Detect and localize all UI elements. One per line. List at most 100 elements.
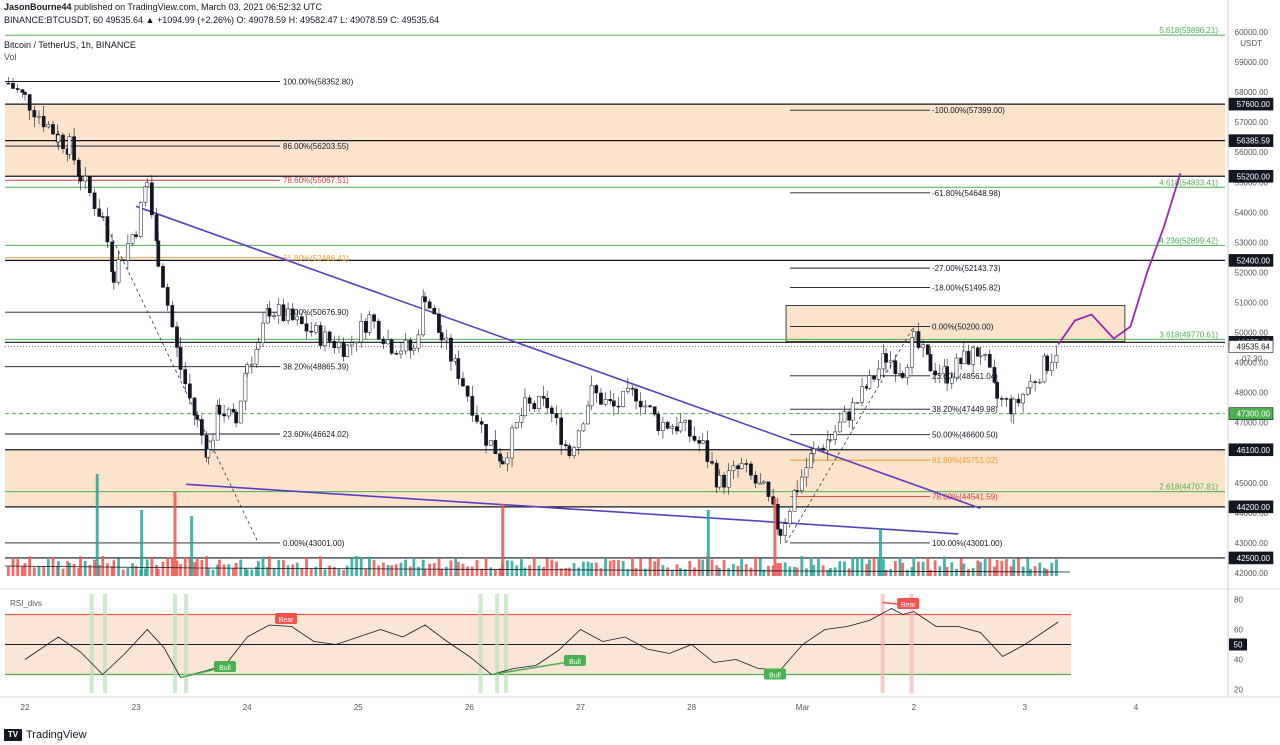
candle-body [736,465,740,470]
time-tick-label: 4 [1134,703,1139,712]
price-axis-badge [1228,407,1274,420]
candle-body [206,449,211,458]
price-tick-label: 53000.00 [1235,238,1269,247]
candle-body [855,402,860,404]
candle-body [966,350,971,365]
price-tick-label: 45000.00 [1235,479,1269,488]
rsi-tick-label: 20 [1234,686,1243,695]
volume-bar [489,567,493,576]
volume-bar [867,559,871,576]
candle-body [281,304,286,322]
fib-extension-label: 3.618(49770.61) [1159,330,1218,339]
volume-bar [926,556,930,576]
price-axis-badge-text: 49535.64 [1237,342,1271,351]
candle-body [386,339,390,345]
candle-body [532,403,537,410]
candle-body [809,453,813,469]
fib-right-label: 0.00%(50200.00) [932,323,994,332]
candle-body [23,92,27,95]
candle-body [1037,381,1042,384]
candle-body [178,347,183,370]
candle-body [100,216,105,218]
price-tick-label: 56000.00 [1235,148,1269,157]
candle-body [309,330,314,333]
volume-bar [639,558,643,576]
candle-body [758,482,763,485]
volume-bar [542,567,546,576]
volume-bar [368,556,371,576]
candle-body [121,259,126,261]
volume-bar [905,569,909,576]
volume-bar [943,556,946,576]
volume-bar [295,562,299,576]
price-axis-badge-text: 44200.00 [1237,503,1271,512]
volume-bar [993,566,996,576]
candle-body [337,342,341,349]
volume-bar [855,557,859,576]
symbol-title: Bitcoin / TetherUS, 1h, BINANCE [4,40,136,50]
volume-bar [328,565,332,576]
candle-body [421,296,426,336]
candle-body [88,175,92,194]
candle-body [493,440,498,455]
fib-right-label: 61.80%(45751.02) [932,456,998,465]
publish-header: JasonBourne44 published on TradingView.c… [4,2,322,12]
candle-body [787,510,792,524]
volume-bar [643,568,647,576]
volume-bar [42,566,46,576]
volume-bar [305,557,308,576]
candle-body [97,208,102,217]
volume-bar [670,569,674,576]
volume-bar [776,563,780,576]
volume-bar [851,557,855,576]
candle-body [594,385,599,394]
candle-body [921,344,925,348]
volume-bar [150,556,154,576]
volume-ma-line [4,565,1071,573]
candle-body [200,419,204,436]
volume-bar [1009,566,1013,576]
candle-body [195,415,200,420]
candle-body [403,339,408,352]
volume-bar [1017,558,1020,576]
rsi-tag [275,613,298,624]
candle-body [112,271,116,283]
volume-bar [740,559,743,576]
fib-extension-label: 5.618(59896.21) [1159,26,1218,35]
volume-bar [134,565,138,576]
candle-body [134,234,138,237]
price-axis-badge [1228,169,1274,183]
candle-body [983,354,987,356]
volume-bar [423,569,427,576]
volume-bar [800,556,804,576]
fib-left-label: 0.00%(43001.00) [283,539,345,548]
volume-bar [519,559,523,576]
time-tick-label: 22 [21,703,30,712]
candle-body [381,338,386,345]
candle-body [488,440,493,446]
candle-body [675,426,679,432]
volume-bar [793,567,796,576]
candle-body [41,115,46,128]
volume-bar [1005,559,1008,576]
volume-bar [1012,559,1016,576]
volume-bar [1021,566,1025,576]
candle-body [1025,387,1030,395]
candle-body [145,182,150,188]
volume-bar [140,510,144,576]
volume-bar [983,557,987,576]
volume-bar [337,568,341,576]
candle-body [78,176,83,182]
volume-bar [679,567,682,576]
candle-body [261,322,265,343]
candle-body [661,421,665,431]
candle-body [911,331,916,339]
volume-bar [758,558,762,576]
candle-body [811,448,816,454]
candle-body [975,347,980,357]
time-tick-label: 3 [1023,703,1028,712]
volume-bar [564,567,568,576]
candle-body [630,387,635,390]
candle-body [304,323,309,332]
